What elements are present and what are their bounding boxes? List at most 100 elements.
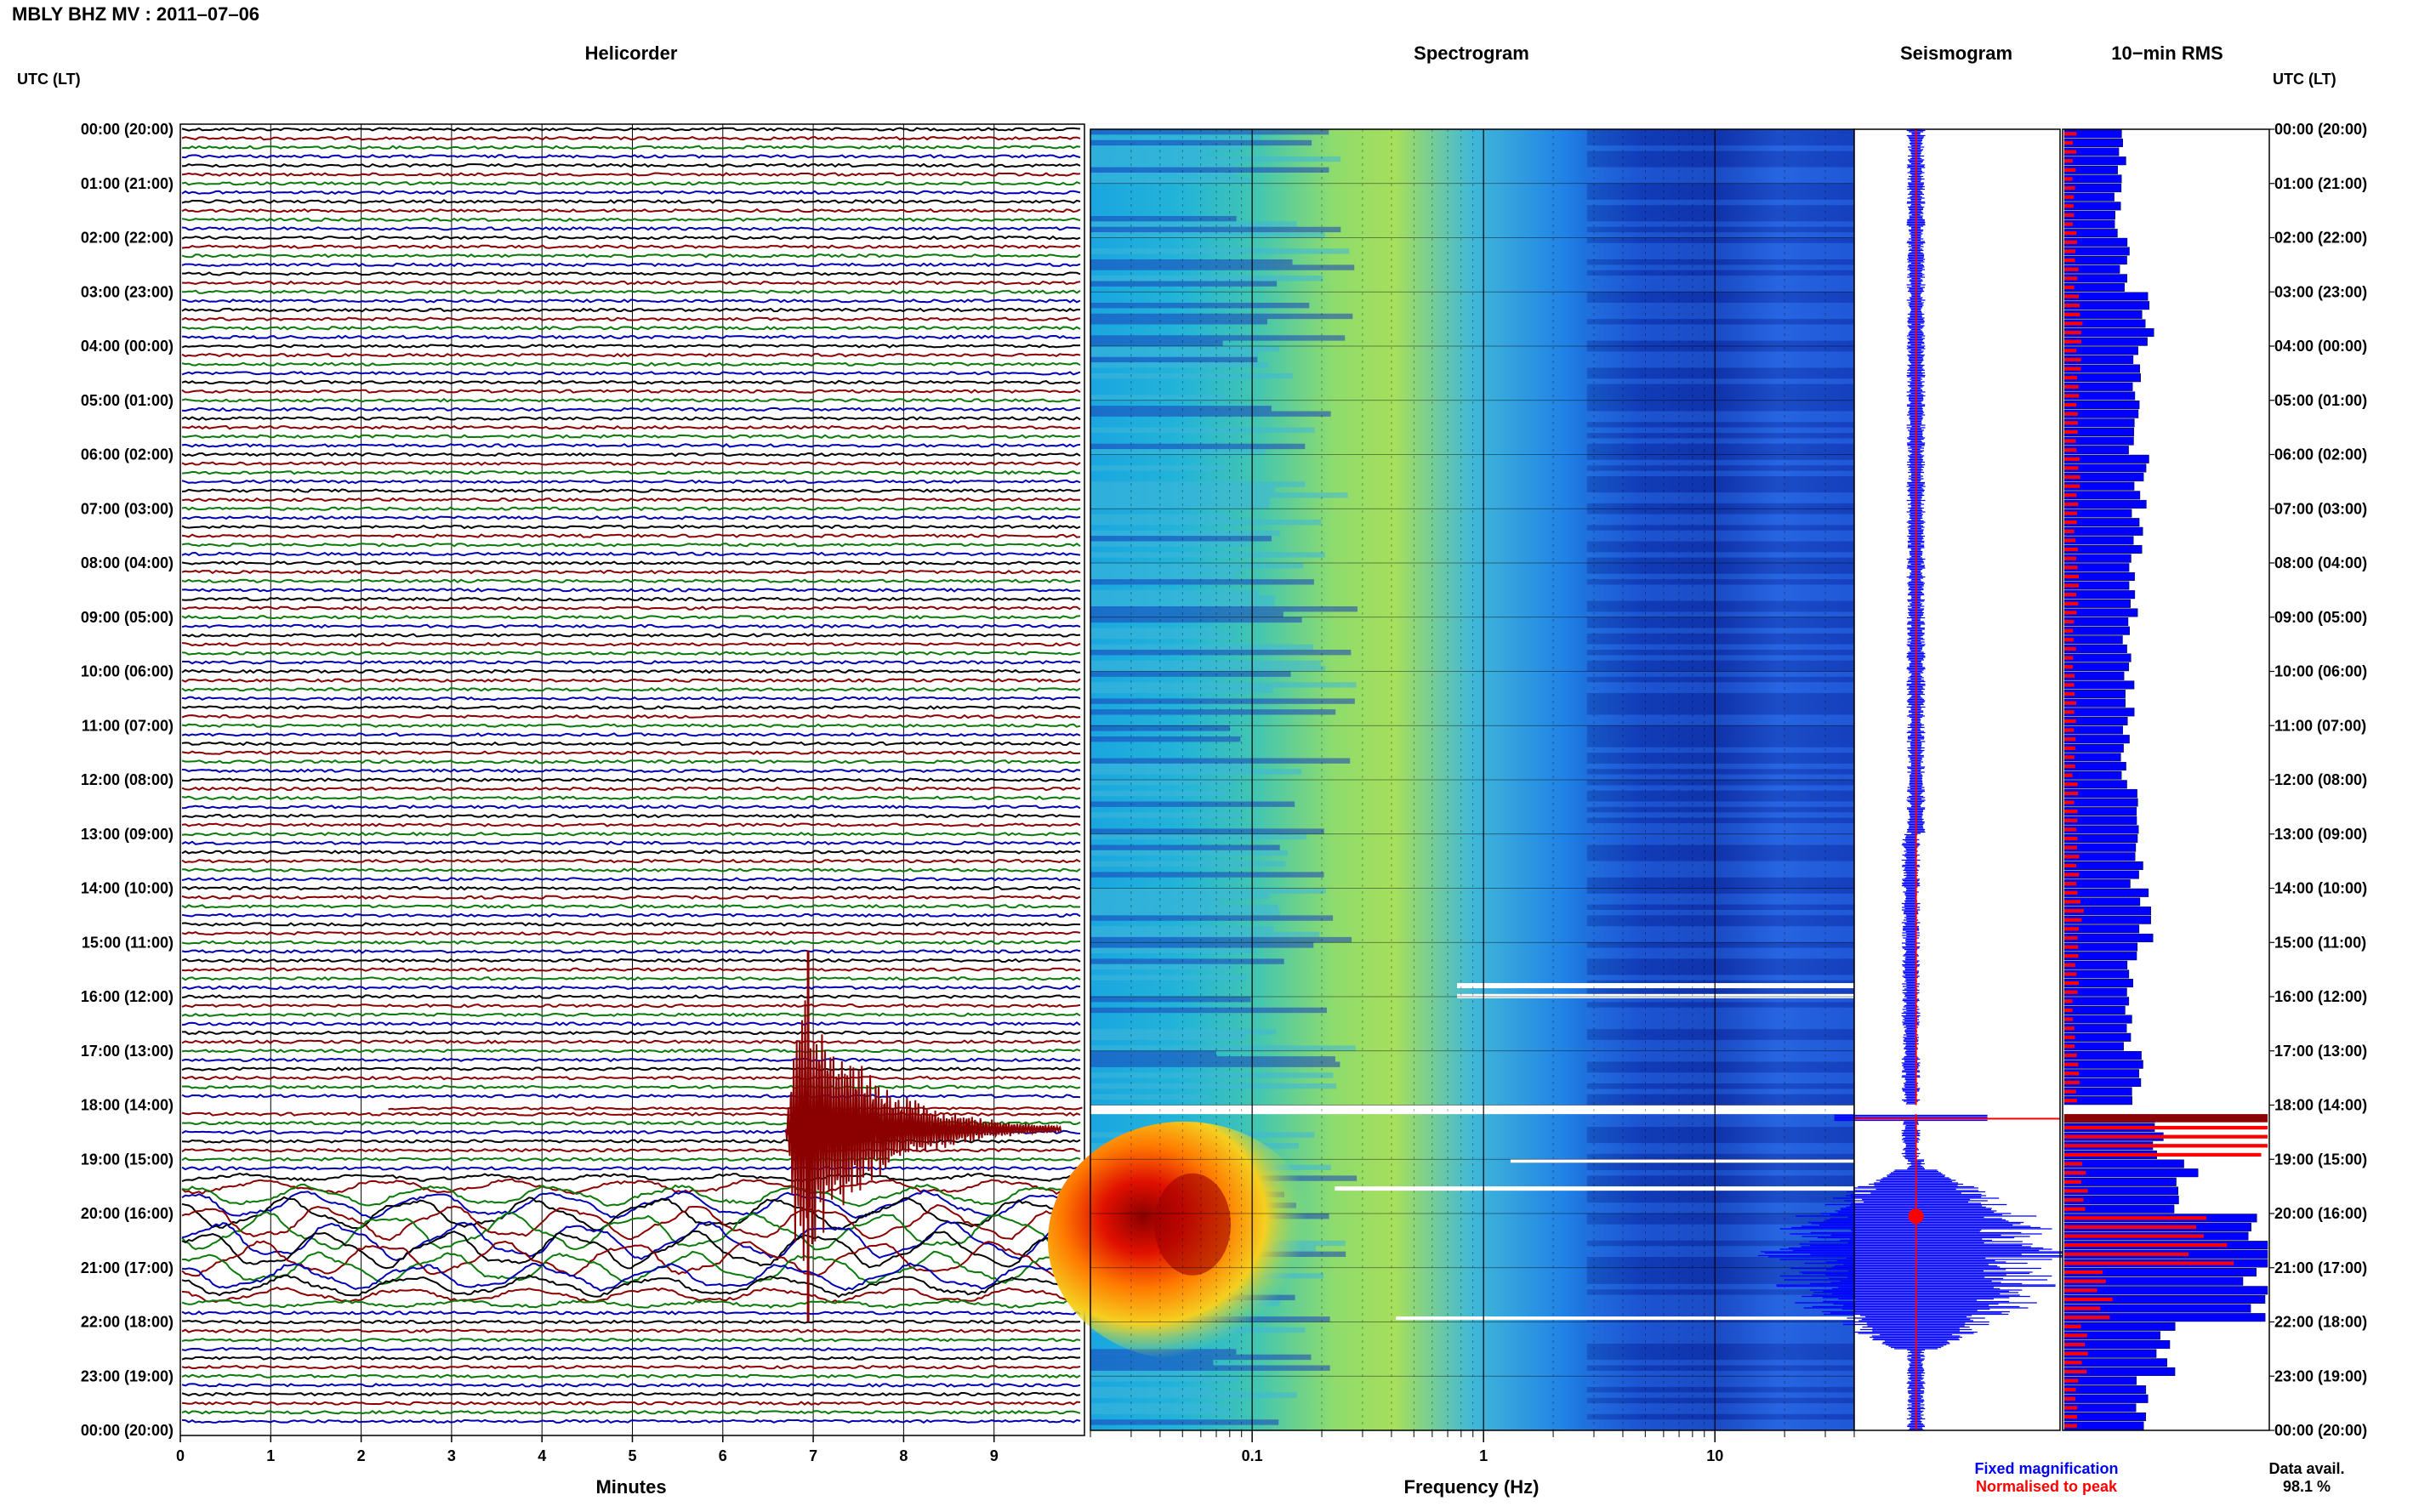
- time-labels: 00:00 (20:00) 00:00 (20:00) 01:00 (21:00) 0…: [81, 121, 2367, 1439]
- spectrogram-row-texture: [1090, 1007, 1327, 1014]
- spectrogram-row-texture: [1090, 313, 1353, 320]
- spectrogram-row-texture: [1090, 335, 1346, 341]
- minute-tick-label: 5: [628, 1447, 636, 1464]
- rms-normalised-bar: [2064, 150, 2077, 154]
- helicorder-trace: [181, 867, 1081, 873]
- rms-normalised-bar: [2064, 267, 2079, 271]
- rms-fixed-bar: [2063, 138, 2123, 147]
- rms-fixed-bar: [2063, 997, 2130, 1006]
- spectrogram-row-texture: [1586, 785, 1854, 791]
- time-label-left: 14:00 (10:00): [81, 880, 174, 897]
- spectrogram-row-texture: [1586, 893, 1854, 900]
- spectrogram-row-texture: [1586, 1322, 1854, 1327]
- spectrogram-row-texture: [1090, 129, 1329, 135]
- helicorder-trace: [181, 1030, 1081, 1036]
- spectrogram-row-texture: [1586, 1040, 1854, 1046]
- spectrogram-row-texture: [1586, 129, 1854, 135]
- time-label-left: 16:00 (12:00): [81, 988, 174, 1005]
- rms-normalised-bar: [2064, 240, 2077, 244]
- spectrogram-row-texture: [1586, 319, 1854, 325]
- helicorder-trace: [181, 840, 1081, 846]
- time-label-left: 12:00 (08:00): [81, 771, 174, 788]
- spectrogram-row-texture: [1586, 237, 1854, 243]
- helicorder-trace: [181, 127, 1081, 132]
- spectrogram-row-texture: [1090, 530, 1280, 537]
- spectrogram-row-texture: [1090, 963, 1232, 970]
- spectrogram-row-texture: [1586, 595, 1854, 601]
- spectrogram-row-texture: [1090, 611, 1283, 617]
- helicorder-trace: [181, 1012, 1081, 1017]
- spectrogram-row-texture: [1090, 1045, 1356, 1051]
- spectrogram-row-texture: [1090, 698, 1355, 704]
- spectrogram-row-texture: [1090, 589, 1260, 596]
- spectrogram-row-texture: [1090, 579, 1314, 585]
- spectrogram-row-texture: [1586, 378, 1854, 384]
- spectrogram-row-texture: [1586, 796, 1854, 802]
- helicorder-trace: [181, 615, 1081, 620]
- minute-tick-label: 0: [176, 1447, 185, 1464]
- spectrogram-row-texture: [1090, 1403, 1218, 1409]
- spectrogram-row-texture: [1586, 486, 1854, 493]
- spectrogram-row-texture: [1090, 259, 1293, 265]
- helicorder-trace: [181, 877, 1081, 882]
- helicorder-trace: [181, 334, 1081, 340]
- rms-normalised-bar: [2064, 466, 2079, 470]
- spectrogram-row-texture: [1090, 346, 1279, 352]
- spectrogram-gap: [1396, 1316, 1854, 1321]
- rms-normalised-bar: [2064, 1216, 2207, 1220]
- spectrogram-row-texture: [1586, 986, 1854, 992]
- spectrogram-row-texture: [1090, 1408, 1232, 1414]
- spectrogram-row-texture: [1586, 406, 1854, 412]
- rms-normalised-bar: [2064, 556, 2076, 560]
- rms-normalised-bar: [2064, 394, 2080, 398]
- spectrogram-row-texture: [1586, 1164, 1854, 1170]
- helicorder-trace: [181, 1310, 1081, 1316]
- spectrogram-row-texture: [1586, 454, 1854, 460]
- spectrogram-row-texture: [1586, 514, 1854, 520]
- spectrogram-row-texture: [1090, 486, 1275, 493]
- helicorder-trace: [181, 1391, 1081, 1397]
- rms-fixed-bar: [2063, 626, 2130, 635]
- spectrogram-row-texture: [1090, 340, 1223, 346]
- helicorder-trace: [181, 1262, 1081, 1292]
- spectrogram-row-texture: [1090, 904, 1278, 910]
- rms-normalised-bar: [2064, 1035, 2075, 1039]
- spectrogram-row-texture: [1090, 520, 1322, 526]
- spectrogram-row-texture: [1586, 1354, 1854, 1361]
- spectrogram-row-texture: [1586, 931, 1854, 937]
- time-label-left: 03:00 (23:00): [81, 283, 174, 300]
- spectrogram-row-texture: [1586, 1018, 1854, 1024]
- helicorder-trace: [181, 804, 1081, 810]
- spectrogram-row-texture: [1586, 1089, 1854, 1094]
- spectrogram-row-texture: [1586, 162, 1854, 168]
- spectrogram-row-texture: [1586, 1273, 1854, 1279]
- rms-normalised-bar: [2064, 1144, 2268, 1148]
- spectrogram-row-texture: [1586, 806, 1854, 813]
- rms-normalised-bar: [2064, 918, 2082, 922]
- spectrogram-row-texture: [1090, 1061, 1340, 1067]
- rms-normalised-bar: [2064, 827, 2076, 832]
- rms-normalised-bar: [2064, 475, 2080, 480]
- spectrogram-row-texture: [1586, 362, 1854, 368]
- rms-normalised-bar: [2064, 574, 2080, 579]
- spectrogram-row-texture: [1586, 1344, 1854, 1350]
- helicorder-trace: [181, 678, 1081, 683]
- spectrogram-row-texture: [1090, 1094, 1209, 1100]
- spectrogram-row-texture: [1586, 628, 1854, 634]
- spectrogram-row-texture: [1586, 666, 1854, 672]
- time-label-left: 07:00 (03:00): [81, 500, 174, 517]
- spectrogram-row-texture: [1586, 606, 1854, 612]
- spectrogram-row-texture: [1586, 356, 1854, 363]
- spectrogram-row-texture: [1586, 1013, 1854, 1019]
- spectrogram-row-texture: [1586, 1132, 1854, 1138]
- spectrogram-gap: [1335, 1186, 1854, 1191]
- spectrogram-row-texture: [1586, 1338, 1854, 1344]
- frequency-tick-label: 10: [1706, 1447, 1723, 1464]
- time-label-right: 08:00 (04:00): [2274, 554, 2367, 571]
- rms-normalised-bar: [2064, 312, 2080, 316]
- time-label-left: 11:00 (07:00): [82, 717, 174, 734]
- spectrogram-row-texture: [1090, 1072, 1334, 1078]
- helicorder-trace: [181, 976, 1081, 981]
- spectrogram-row-texture: [1586, 1424, 1854, 1430]
- rms-normalised-bar: [2064, 656, 2074, 660]
